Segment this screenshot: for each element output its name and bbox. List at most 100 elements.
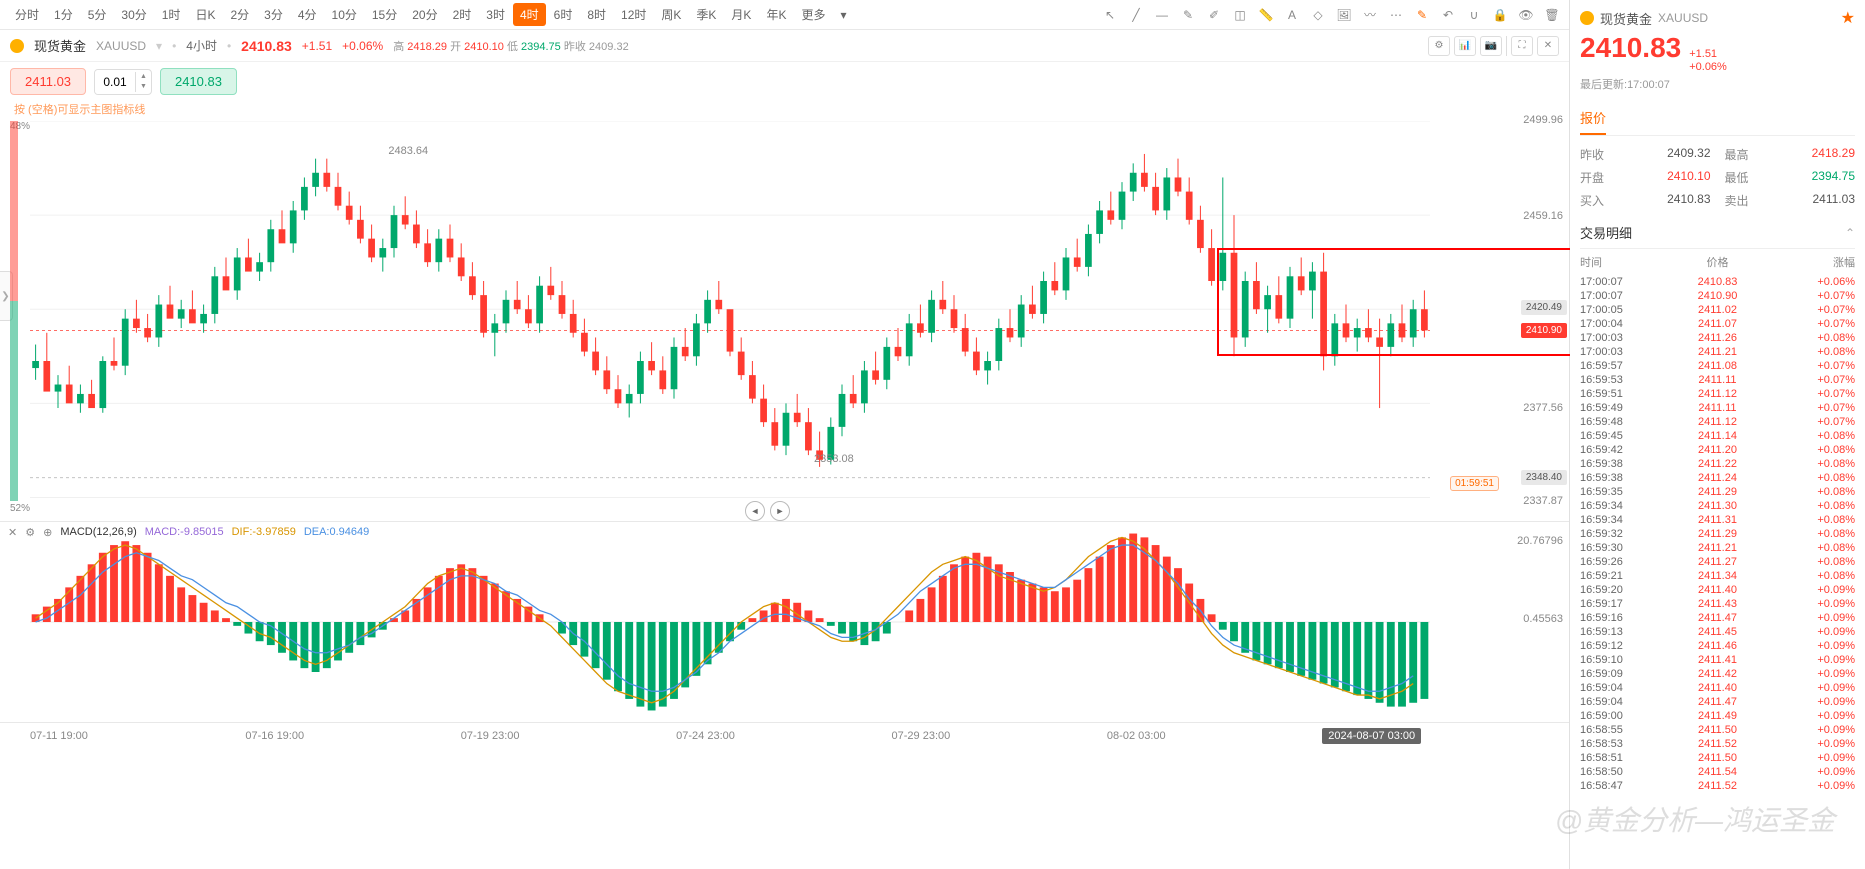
more-dropdown[interactable]: ▾: [840, 8, 846, 22]
favorite-icon[interactable]: ★: [1841, 8, 1855, 28]
timeframe-更多[interactable]: 更多: [794, 3, 832, 26]
timeframe-1时[interactable]: 1时: [155, 3, 188, 26]
wave-icon[interactable]: 〰: [1361, 6, 1379, 24]
pen-icon[interactable]: ✎: [1179, 6, 1197, 24]
qty-input[interactable]: [95, 70, 135, 94]
text-icon[interactable]: A: [1283, 6, 1301, 24]
quote-value: 2410.10: [1618, 169, 1710, 186]
trade-row: 16:59:092411.42+0.09%: [1580, 667, 1855, 681]
side-pct: +0.06%: [1689, 61, 1727, 74]
trend-icon[interactable]: ╱: [1127, 6, 1145, 24]
quote-value: 2418.29: [1763, 146, 1855, 163]
timeframe-2时[interactable]: 2时: [446, 3, 479, 26]
last-update: 最后更新:17:00:07: [1580, 76, 1855, 92]
symbol-code: XAUUSD: [96, 39, 146, 53]
trade-row: 16:59:302411.21+0.08%: [1580, 541, 1855, 555]
shape-icon[interactable]: ◇: [1309, 6, 1327, 24]
fullscreen-icon[interactable]: ⛶: [1511, 36, 1533, 56]
eraser-icon[interactable]: ◫: [1231, 6, 1249, 24]
brush-icon[interactable]: ✐: [1205, 6, 1223, 24]
timeframe-30分[interactable]: 30分: [114, 3, 153, 26]
quote-key: 昨收: [1580, 146, 1604, 163]
countdown-timer: 01:59:51: [1450, 476, 1499, 491]
timeframe-季K[interactable]: 季K: [689, 3, 723, 26]
timeframe-20分[interactable]: 20分: [405, 3, 444, 26]
macd-expand-icon[interactable]: ⊕: [43, 526, 52, 539]
nav-next-icon[interactable]: ►: [770, 501, 790, 521]
collapse-icon[interactable]: ⌃: [1845, 226, 1855, 240]
price-label: 2459.16: [1521, 210, 1565, 222]
trade-row: 16:59:532411.11+0.07%: [1580, 373, 1855, 387]
timeframe-4时[interactable]: 4时: [513, 3, 546, 26]
timeframe-3分[interactable]: 3分: [257, 3, 290, 26]
settings-icon[interactable]: ⚙: [1428, 36, 1450, 56]
lock-icon[interactable]: 🔒: [1491, 6, 1509, 24]
price-tag: 2410.90: [1521, 323, 1567, 338]
timeframe-年K[interactable]: 年K: [759, 3, 793, 26]
trade-row: 17:00:052411.02+0.07%: [1580, 303, 1855, 317]
candlestick-chart[interactable]: 48% 52% 2499.962459.162377.562337.87 242…: [0, 121, 1569, 522]
drawing-tools: ↖ ╱ — ✎ ✐ ◫ 📏 A ◇ 🖼 〰 ⋯ ✎ ↶ ∪ 🔒 👁 🗑: [1101, 6, 1561, 24]
trade-row: 16:59:132411.45+0.09%: [1580, 625, 1855, 639]
timeframe-10分[interactable]: 10分: [325, 3, 364, 26]
timeframe-8时[interactable]: 8时: [580, 3, 613, 26]
timeframe-15分[interactable]: 15分: [365, 3, 404, 26]
timeframe-3时[interactable]: 3时: [479, 3, 512, 26]
timeframe-月K[interactable]: 月K: [724, 3, 758, 26]
quote-grid: 昨收2409.32最高2418.29开盘2410.10最低2394.75买入24…: [1580, 146, 1855, 209]
more-tools-icon[interactable]: ⋯: [1387, 6, 1405, 24]
xaxis-label: 07-29 23:00: [892, 730, 951, 742]
tab-quote[interactable]: 报价: [1580, 102, 1606, 135]
trade-row: 16:59:042411.40+0.09%: [1580, 681, 1855, 695]
xaxis-label: 07-19 23:00: [461, 730, 520, 742]
macd-label: 20.76796: [1515, 535, 1565, 547]
trade-row: 16:59:042411.47+0.09%: [1580, 695, 1855, 709]
timeframe-6时[interactable]: 6时: [547, 3, 580, 26]
image-icon[interactable]: 🖼: [1335, 6, 1353, 24]
timeframe-12时[interactable]: 12时: [614, 3, 653, 26]
price-tag: 2348.40: [1521, 470, 1567, 485]
quote-key: 买入: [1580, 192, 1604, 209]
nav-prev-icon[interactable]: ◄: [745, 501, 765, 521]
hline-icon[interactable]: —: [1153, 6, 1171, 24]
timeframe-4分[interactable]: 4分: [291, 3, 324, 26]
step-down[interactable]: ▼: [136, 82, 151, 92]
time-axis: 07-11 19:0007-16 19:0007-19 23:0007-24 2…: [0, 723, 1569, 749]
trade-row: 17:00:042411.07+0.07%: [1580, 317, 1855, 331]
timeframe-1分[interactable]: 1分: [47, 3, 80, 26]
edit-icon[interactable]: ✎: [1413, 6, 1431, 24]
indicator-icon[interactable]: 📊: [1454, 36, 1476, 56]
timeframe-分时[interactable]: 分时: [8, 3, 46, 26]
timeframe-日K[interactable]: 日K: [188, 3, 222, 26]
macd-chart[interactable]: ✕ ⚙ ⊕ MACD(12,26,9) MACD:-9.85015 DIF:-3…: [0, 522, 1569, 723]
ask-pill[interactable]: 2410.83: [160, 68, 237, 95]
trade-row: 16:59:172411.43+0.09%: [1580, 597, 1855, 611]
qty-stepper[interactable]: ▲▼: [94, 69, 152, 95]
timeframe-5分[interactable]: 5分: [81, 3, 114, 26]
timeframe-2分[interactable]: 2分: [223, 3, 256, 26]
ruler-icon[interactable]: 📏: [1257, 6, 1275, 24]
symbol-icon: [10, 39, 24, 53]
magnet-icon[interactable]: ∪: [1465, 6, 1483, 24]
eye-icon[interactable]: 👁: [1517, 6, 1535, 24]
quote-key: 最高: [1725, 146, 1749, 163]
step-up[interactable]: ▲: [136, 72, 151, 82]
camera-icon[interactable]: 📷: [1480, 36, 1502, 56]
timeframe-周K[interactable]: 周K: [654, 3, 688, 26]
order-pills: 2411.03 ▲▼ 2410.83: [0, 62, 1569, 101]
cursor-icon[interactable]: ↖: [1101, 6, 1119, 24]
undo-icon[interactable]: ↶: [1439, 6, 1457, 24]
quote-key: 卖出: [1725, 192, 1749, 209]
bid-pill[interactable]: 2411.03: [10, 68, 86, 95]
trash-icon[interactable]: 🗑: [1543, 6, 1561, 24]
symbol-infobar: 现货黄金 XAUUSD ▾• 4小时 • 2410.83 +1.51 +0.06…: [0, 30, 1569, 62]
xaxis-label: 07-16 19:00: [245, 730, 304, 742]
trade-row: 16:59:452411.14+0.08%: [1580, 429, 1855, 443]
macd-close-icon[interactable]: ✕: [8, 526, 17, 539]
trade-row: 16:59:102411.41+0.09%: [1580, 653, 1855, 667]
trade-row: 16:59:342411.30+0.08%: [1580, 499, 1855, 513]
price-callout: 2353.08: [814, 453, 854, 465]
close-icon[interactable]: ✕: [1537, 36, 1559, 56]
side-chg: +1.51: [1689, 48, 1727, 61]
macd-settings-icon[interactable]: ⚙: [25, 526, 35, 539]
